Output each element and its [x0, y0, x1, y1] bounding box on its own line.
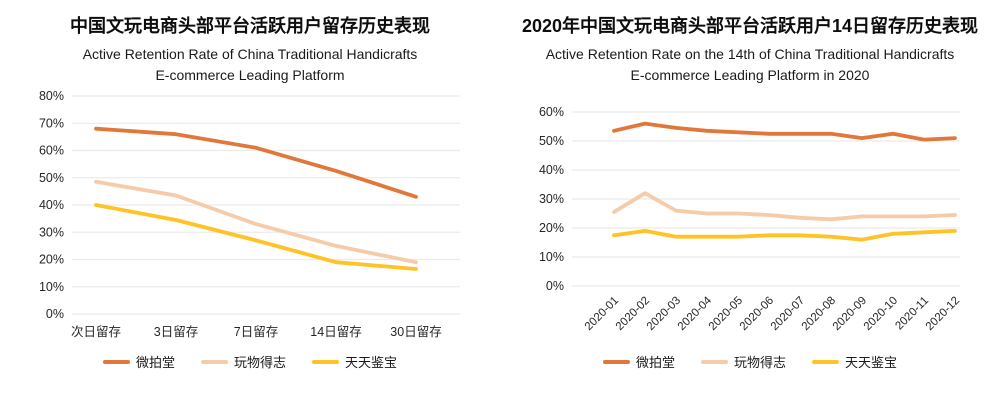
y-axis-tick-label: 70%: [39, 116, 64, 130]
legend-line-swatch: [312, 359, 339, 364]
legend-line-swatch: [102, 359, 130, 364]
legend-label: 微拍堂: [635, 355, 675, 370]
x-axis-tick-label: 2020-12: [924, 295, 962, 333]
legend-label: 玩物得志: [233, 355, 286, 370]
series-line-天天鉴宝: [612, 228, 957, 242]
left-chart-legend: 微拍堂 玩物得志 天天鉴宝: [10, 352, 490, 371]
y-axis-tick-label: 0%: [46, 307, 64, 321]
x-axis-tick-label: 3日留存: [154, 325, 198, 339]
series-line-玩物得志: [94, 179, 418, 265]
left-chart-panel: 中国文玩电商头部平台活跃用户留存历史表现 Active Retention Ra…: [10, 16, 490, 371]
legend-line-swatch: [700, 359, 728, 364]
y-axis-tick-label: 40%: [39, 198, 64, 212]
right-retention-line-chart: 0%10%20%30%40%50%60%2020-012020-022020-0…: [539, 105, 962, 333]
y-axis-tick-label: 60%: [539, 105, 564, 119]
x-axis-tick-label: 2020-10: [862, 295, 900, 333]
y-axis-tick-label: 50%: [539, 134, 564, 148]
legend-label: 天天鉴宝: [345, 355, 398, 370]
y-axis-tick-label: 10%: [539, 250, 564, 264]
right-chart-title: 2020年中国文玩电商头部平台活跃用户14日留存历史表现: [521, 16, 979, 36]
left-retention-line-chart: 0% 10% 20% 30% 40% 50% 60% 70% 80% 次日留存 3日留存 7日留存 14…: [39, 90, 460, 339]
legend-label: 玩物得志: [733, 355, 786, 370]
x-axis-tick-label: 7日留存: [234, 325, 278, 339]
left-chart-subtitle-line1: Active Retention Rate of China Tradition…: [82, 46, 418, 62]
series-line-微拍堂: [94, 126, 418, 199]
legend-label: 天天鉴宝: [845, 355, 898, 370]
right-chart-legend: 微拍堂 玩物得志 天天鉴宝: [510, 352, 990, 371]
y-axis-tick-label: 0%: [546, 279, 564, 293]
legend-line-swatch: [200, 359, 228, 364]
right-chart-subtitle-line1: Active Retention Rate on the 14th of Chi…: [545, 46, 955, 62]
y-axis-tick-label: 30%: [539, 192, 564, 206]
x-axis-tick-label: 次日留存: [71, 325, 121, 339]
right-chart-subtitle-line2: E-commerce Leading Platform in 2020: [630, 67, 870, 83]
legend-item-天天鉴宝: 天天鉴宝: [812, 352, 897, 371]
right-chart-panel: 2020年中国文玩电商头部平台活跃用户14日留存历史表现 Active Rete…: [500, 0, 1000, 400]
legend-label: 微拍堂: [135, 355, 175, 370]
y-axis-tick-label: 20%: [539, 221, 564, 235]
legend-item-微拍堂: 微拍堂: [102, 352, 175, 371]
legend-item-玩物得志: 玩物得志: [200, 352, 286, 371]
y-axis-tick-label: 20%: [39, 253, 64, 267]
left-chart-title: 中国文玩电商头部平台活跃用户留存历史表现: [70, 16, 430, 36]
series-line-玩物得志: [612, 191, 957, 222]
left-chart-subtitle-line2: E-commerce Leading Platform: [155, 67, 345, 83]
x-axis-tick-label: 14日留存: [310, 325, 361, 339]
x-axis-tick-label: 30日留存: [390, 325, 441, 339]
y-axis-tick-label: 30%: [39, 225, 64, 239]
legend-line-swatch: [812, 359, 839, 364]
y-axis-tick-label: 50%: [39, 171, 64, 185]
legend-line-swatch: [602, 359, 630, 364]
y-axis-tick-label: 10%: [39, 280, 64, 294]
series-line-天天鉴宝: [94, 203, 418, 271]
legend-item-玩物得志: 玩物得志: [700, 352, 786, 371]
legend-item-微拍堂: 微拍堂: [602, 352, 675, 371]
series-line-微拍堂: [612, 121, 957, 142]
y-axis-tick-label: 40%: [539, 163, 564, 177]
y-axis-tick-label: 60%: [39, 144, 64, 158]
y-axis-tick-label: 80%: [39, 90, 64, 103]
legend-item-天天鉴宝: 天天鉴宝: [312, 352, 397, 371]
